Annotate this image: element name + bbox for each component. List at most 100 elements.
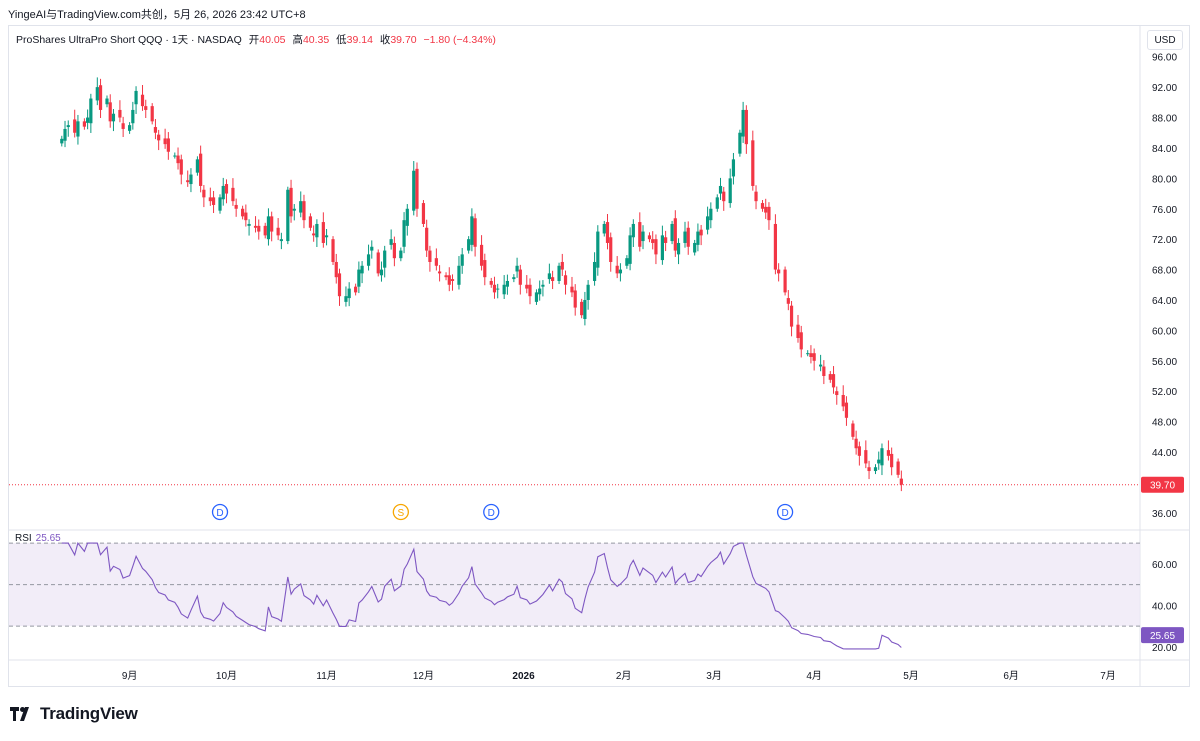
candle-body — [211, 197, 216, 205]
candle-body — [437, 271, 442, 274]
candle-body — [347, 288, 351, 299]
candle-body — [153, 127, 158, 133]
candle-body — [586, 284, 590, 300]
candle-body — [95, 87, 99, 101]
last-price-badge — [1141, 476, 1184, 493]
candle-body — [570, 286, 574, 293]
rsi-band — [9, 543, 1140, 627]
candle-body — [641, 231, 645, 242]
candle-body — [583, 299, 587, 319]
candle-body — [86, 117, 90, 123]
candle-body — [857, 446, 861, 456]
price-tick-label: 44.00 — [1152, 448, 1177, 459]
candle-body — [231, 187, 235, 202]
candle-body — [186, 180, 190, 183]
rsi-value-badge-label: 25.65 — [1150, 631, 1175, 642]
candle-body — [819, 364, 823, 367]
candle-body — [73, 119, 77, 133]
candle-body — [105, 98, 109, 105]
candle-body — [221, 185, 225, 200]
candle-body — [195, 159, 200, 173]
price-tick-label: 64.00 — [1152, 296, 1177, 307]
candle-body — [705, 216, 710, 230]
candle-body — [560, 261, 564, 270]
rsi-value-badge — [1141, 627, 1184, 644]
candle-body — [886, 450, 891, 456]
tradingview-logo: TradingView — [10, 704, 138, 724]
currency-button[interactable]: USD — [1147, 30, 1183, 50]
rsi-tick-label: 60.00 — [1152, 560, 1177, 571]
candle-body — [76, 121, 80, 137]
candle-body — [841, 395, 845, 407]
candle-body — [447, 275, 451, 285]
candle-body — [370, 246, 374, 251]
candle-body — [60, 138, 64, 144]
candle-body — [450, 279, 455, 281]
price-change: −1.80 (−4.34%) — [423, 34, 496, 46]
candle-body — [140, 94, 145, 107]
candle-body — [111, 113, 116, 122]
candle-body — [670, 223, 674, 242]
candle-body — [773, 223, 778, 270]
candle-body — [806, 353, 810, 355]
candle-body — [676, 242, 681, 255]
candle-body — [344, 296, 348, 302]
candle-body — [292, 208, 296, 211]
candle-body — [279, 239, 283, 242]
price-tick-label: 96.00 — [1152, 53, 1177, 64]
candle-body — [354, 286, 358, 293]
candle-body — [218, 197, 222, 211]
candle-body — [266, 216, 271, 240]
candle-body — [799, 332, 803, 350]
candle-body — [602, 223, 606, 234]
dividend-event-icon — [483, 503, 500, 521]
candle-body — [573, 290, 577, 308]
candle-body — [505, 280, 509, 287]
candle-body — [534, 292, 539, 302]
last-price-label: 39.70 — [1150, 481, 1175, 492]
rsi-value: 25.65 — [35, 533, 61, 544]
candle-body — [412, 170, 416, 211]
candle-body — [777, 269, 781, 274]
candle-body — [208, 197, 212, 202]
ohlc-low-label: 低 — [336, 34, 347, 46]
candle-body — [638, 222, 642, 247]
candle-body — [618, 269, 623, 274]
candle-body — [166, 138, 170, 152]
candle-body — [696, 231, 700, 245]
candle-body — [244, 212, 248, 221]
candle-body — [518, 269, 522, 285]
candle-body — [864, 450, 868, 464]
ohlc-high-label: 高 — [292, 34, 303, 46]
ohlc-open-label: 开 — [248, 34, 260, 46]
tradingview-logo-icon — [10, 707, 29, 721]
candle-body — [366, 254, 371, 266]
candle-body — [376, 252, 380, 274]
candle-body — [473, 218, 477, 247]
price-tick-label: 84.00 — [1152, 144, 1177, 155]
candle-body — [247, 223, 251, 226]
candle-body — [660, 235, 664, 261]
candle-body — [176, 155, 180, 164]
candle-body — [596, 231, 600, 268]
candle-body — [880, 448, 884, 466]
candle-body — [98, 85, 103, 110]
candle-body — [315, 223, 319, 238]
price-tick-label: 72.00 — [1152, 235, 1177, 246]
event-marker-label: D — [781, 508, 788, 519]
candle-body — [444, 275, 448, 278]
candle-body — [144, 106, 148, 110]
ohlc-close-value: 39.70 — [390, 34, 417, 46]
candle-body — [82, 121, 86, 127]
candle-body — [683, 231, 687, 243]
candle-body — [899, 478, 903, 485]
price-tick-label: 80.00 — [1152, 174, 1177, 185]
candle-body — [163, 138, 167, 145]
candle-body — [457, 265, 461, 285]
candle-body — [783, 269, 787, 293]
candle-body — [253, 225, 258, 228]
rsi-line — [61, 541, 902, 650]
candle-body — [321, 222, 325, 243]
rsi-tick-label: 40.00 — [1152, 601, 1177, 612]
